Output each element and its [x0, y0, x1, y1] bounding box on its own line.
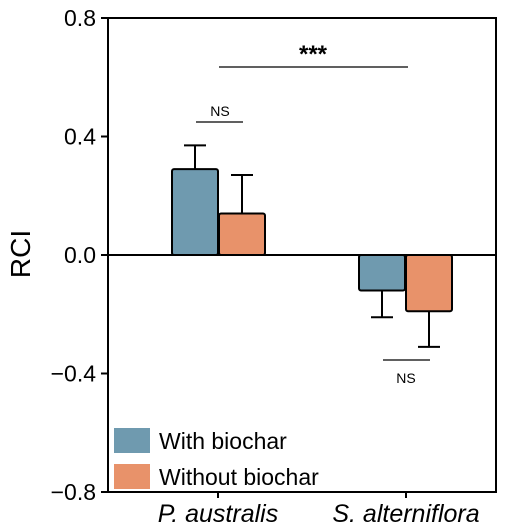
- y-axis-label: RCI: [5, 230, 36, 278]
- error-bars: [184, 144, 440, 348]
- y-tick-label: −0.4: [51, 361, 97, 387]
- ns-label-group-1: NS: [210, 103, 229, 119]
- y-tick-label: 0.8: [64, 5, 96, 31]
- axes: 0.8 0.4 0.0 −0.4 −0.8 P. australis S. alternif…: [51, 5, 497, 526]
- bar: [171, 168, 219, 256]
- between-groups-stars: ***: [299, 41, 328, 68]
- legend-label: Without biochar: [159, 464, 319, 490]
- y-tick-label: 0.4: [64, 124, 96, 150]
- x-tick-label: P. australis: [158, 500, 278, 526]
- y-tick-label: −0.8: [51, 479, 96, 505]
- significance-annotations: NS NS ***: [196, 41, 430, 386]
- bar: [218, 212, 266, 256]
- legend-label: With biochar: [159, 428, 287, 454]
- bar: [405, 254, 453, 313]
- legend-swatch: [114, 464, 150, 489]
- x-tick-label: S. alterniflora: [332, 500, 479, 526]
- bars: [171, 168, 453, 313]
- ns-label-group-2: NS: [396, 370, 415, 386]
- bar: [358, 254, 406, 292]
- legend-swatch: [114, 428, 150, 453]
- y-tick-label: 0.0: [64, 242, 96, 268]
- legend: With biochar Without biochar: [114, 428, 319, 490]
